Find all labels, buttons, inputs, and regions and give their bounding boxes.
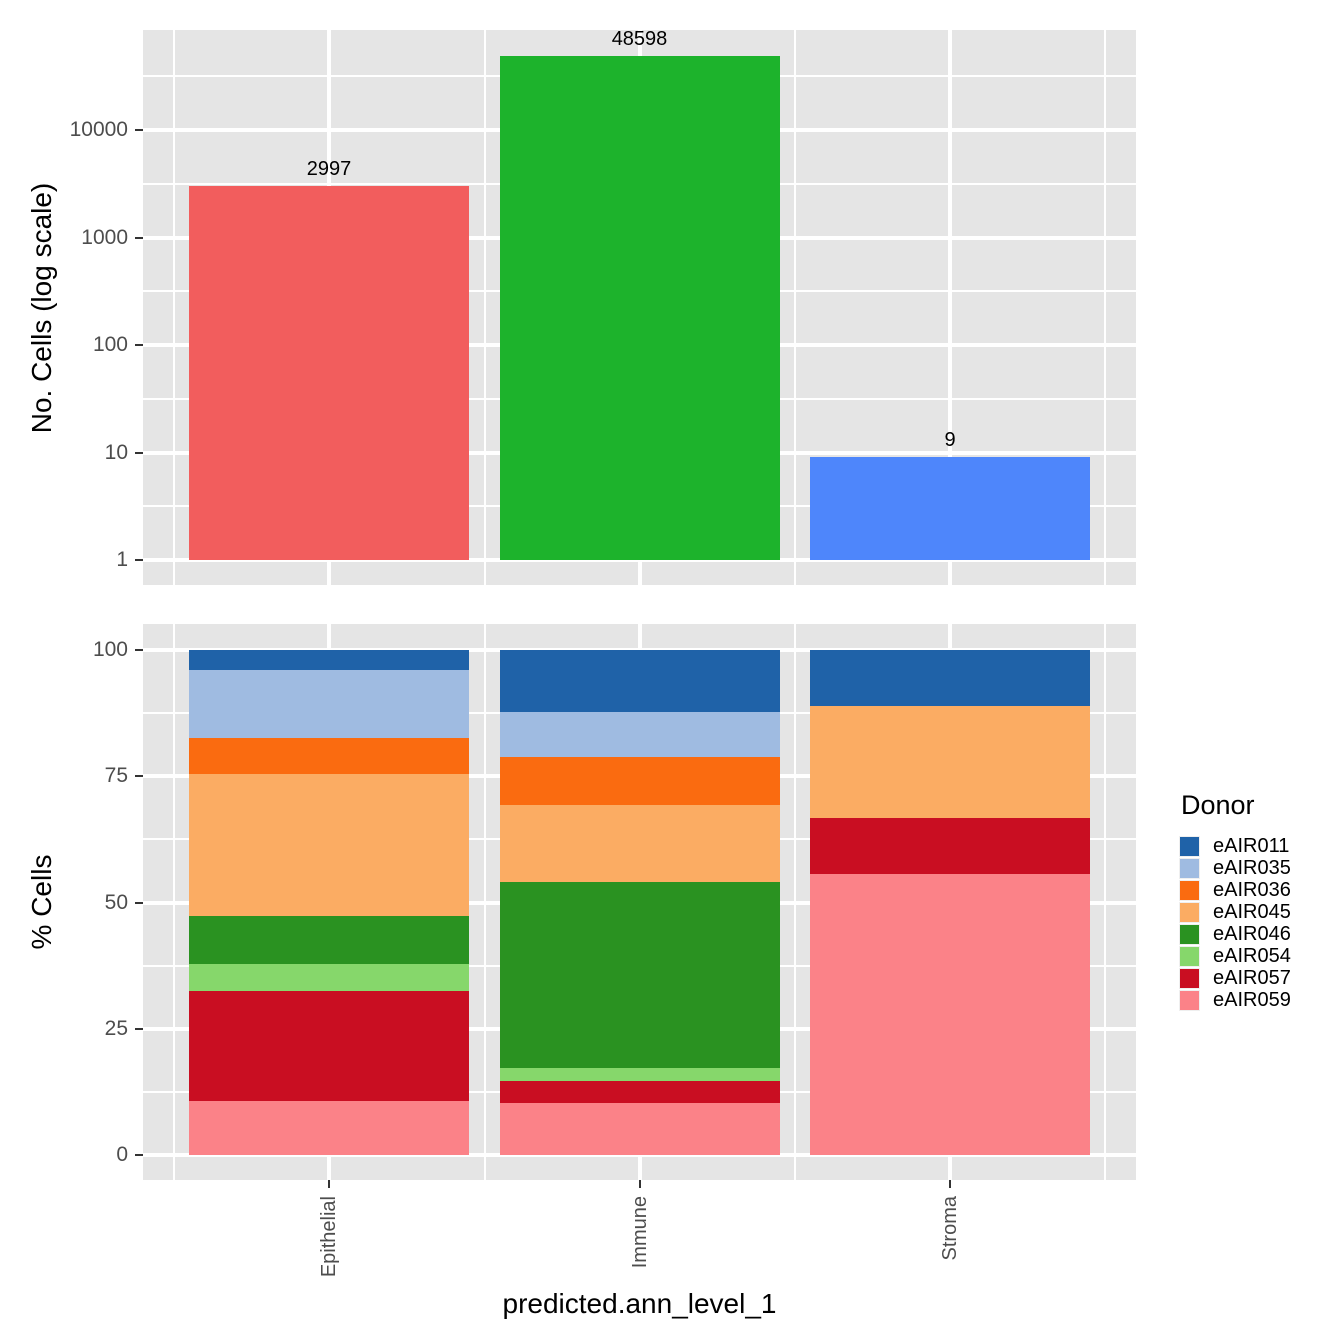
minor-vgridline <box>173 30 175 585</box>
stack-segment-eAIR057-stroma <box>810 818 1090 875</box>
y-tick-label: 1 <box>116 548 128 571</box>
major-vgridline <box>948 30 952 585</box>
stack-segment-eAIR059-immune <box>499 1103 780 1155</box>
legend-label-eAIR046: eAIR046 <box>1213 923 1291 945</box>
x-tick-label-epithelial: Epithelial <box>318 1196 340 1278</box>
legend-item-eAIR054: eAIR054 <box>1179 945 1291 967</box>
legend-item-eAIR045: eAIR045 <box>1179 901 1291 923</box>
legend-label-eAIR054: eAIR054 <box>1213 945 1291 967</box>
legend-key <box>1179 968 1200 989</box>
stack-segment-eAIR054-epithelial <box>189 963 469 992</box>
stack-segment-eAIR059-epithelial <box>189 1101 469 1155</box>
y-tick-label: 10000 <box>69 118 128 141</box>
legend-swatch-eAIR011 <box>1180 837 1199 856</box>
legend-key <box>1179 902 1200 923</box>
legend-items: eAIR011 eAIR035 eAIR036 eAIR045 eAIR046 eAIR0… <box>1179 835 1291 1011</box>
legend-item-eAIR011: eAIR011 <box>1179 835 1291 857</box>
x-axis-title: predicted.ann_level_1 <box>502 1288 777 1319</box>
stack-segment-eAIR035-epithelial <box>189 670 469 738</box>
y-tick-mark <box>135 451 143 454</box>
legend-swatch-eAIR057 <box>1180 969 1199 988</box>
legend-label-eAIR045: eAIR045 <box>1213 901 1291 923</box>
bar-value-label: 2997 <box>306 158 352 181</box>
legend-item-eAIR036: eAIR036 <box>1179 879 1291 901</box>
y-tick-mark <box>135 236 143 239</box>
count-bar-stroma <box>810 457 1090 560</box>
y-tick-label: 100 <box>92 333 128 356</box>
major-gridline <box>143 1153 1136 1157</box>
legend: Donor eAIR011 eAIR035 eAIR036 eAIR045 eAIR04… <box>1179 790 1291 1012</box>
major-gridline <box>143 558 1136 562</box>
stack-segment-eAIR045-epithelial <box>189 773 469 916</box>
legend-swatch-eAIR045 <box>1180 903 1199 922</box>
count-bar-epithelial <box>189 186 469 560</box>
y-tick-mark <box>135 1154 143 1156</box>
legend-key <box>1179 880 1200 901</box>
y-tick-label: 25 <box>104 1016 128 1040</box>
y-tick-label: 50 <box>104 890 128 914</box>
stack-segment-eAIR057-epithelial <box>189 991 469 1102</box>
x-tick-mark <box>638 1180 641 1188</box>
stack-segment-eAIR036-epithelial <box>189 737 469 774</box>
legend-swatch-eAIR035 <box>1180 859 1199 878</box>
stack-segment-eAIR011-immune <box>499 650 780 713</box>
legend-key <box>1179 924 1200 945</box>
stack-segment-eAIR046-immune <box>499 881 780 1068</box>
legend-item-eAIR059: eAIR059 <box>1179 989 1291 1011</box>
x-tick-mark <box>328 1180 330 1188</box>
y-tick-mark <box>135 1027 143 1030</box>
count-bar-immune <box>499 56 780 560</box>
legend-key <box>1179 836 1200 857</box>
legend-label-eAIR057: eAIR057 <box>1213 967 1291 989</box>
minor-vgridline <box>1104 30 1106 585</box>
bar-value-label: 48598 <box>611 28 668 51</box>
stack-segment-eAIR011-epithelial <box>189 650 469 671</box>
x-tick-label-stroma: Stroma <box>939 1196 961 1261</box>
percent-panel <box>143 624 1136 1180</box>
legend-item-eAIR057: eAIR057 <box>1179 967 1291 989</box>
stack-segment-eAIR059-stroma <box>810 874 1090 1155</box>
legend-label-eAIR011: eAIR011 <box>1213 835 1290 857</box>
y-tick-mark <box>135 775 143 778</box>
x-tick-label-immune: Immune <box>628 1196 651 1269</box>
y-tick-label: 1000 <box>81 225 128 249</box>
count-panel <box>143 30 1136 585</box>
y-tick-mark <box>135 649 143 651</box>
y-tick-label: 10 <box>104 440 128 464</box>
legend-key <box>1179 990 1200 1011</box>
y-tick-label: 100 <box>92 638 128 661</box>
stack-segment-eAIR054-immune <box>499 1067 780 1081</box>
legend-title: Donor <box>1181 790 1255 820</box>
legend-swatch-eAIR046 <box>1180 925 1199 944</box>
x-tick-mark <box>949 1180 951 1188</box>
stack-segment-eAIR036-immune <box>499 757 780 806</box>
bar-value-label: 9 <box>944 429 956 452</box>
legend-swatch-eAIR036 <box>1180 881 1199 900</box>
minor-vgridline <box>483 30 486 585</box>
stack-segment-eAIR035-immune <box>499 712 780 758</box>
stack-segment-eAIR045-immune <box>499 805 780 882</box>
legend-item-eAIR046: eAIR046 <box>1179 923 1291 945</box>
stack-segment-eAIR011-stroma <box>810 650 1090 707</box>
stack-segment-eAIR045-stroma <box>810 706 1090 819</box>
legend-label-eAIR035: eAIR035 <box>1213 857 1291 879</box>
stack-segment-eAIR057-immune <box>499 1080 780 1104</box>
legend-label-eAIR059: eAIR059 <box>1213 989 1291 1011</box>
legend-key <box>1179 946 1200 967</box>
minor-vgridline <box>793 30 796 585</box>
legend-swatch-eAIR059 <box>1180 991 1199 1010</box>
legend-item-eAIR035: eAIR035 <box>1179 857 1291 879</box>
y-tick-mark <box>135 129 143 131</box>
legend-swatch-eAIR054 <box>1180 947 1199 966</box>
stack-segment-eAIR046-epithelial <box>189 915 469 964</box>
y-tick-label: 75 <box>104 764 128 788</box>
y-tick-label: 0 <box>116 1143 128 1166</box>
legend-label-eAIR036: eAIR036 <box>1213 879 1291 901</box>
legend-key <box>1179 858 1200 879</box>
y-tick-mark <box>135 559 143 561</box>
y-tick-mark <box>135 901 143 904</box>
y-tick-mark <box>135 344 143 346</box>
y-axis-title-count-text: No. Cells (log scale) <box>26 182 57 433</box>
